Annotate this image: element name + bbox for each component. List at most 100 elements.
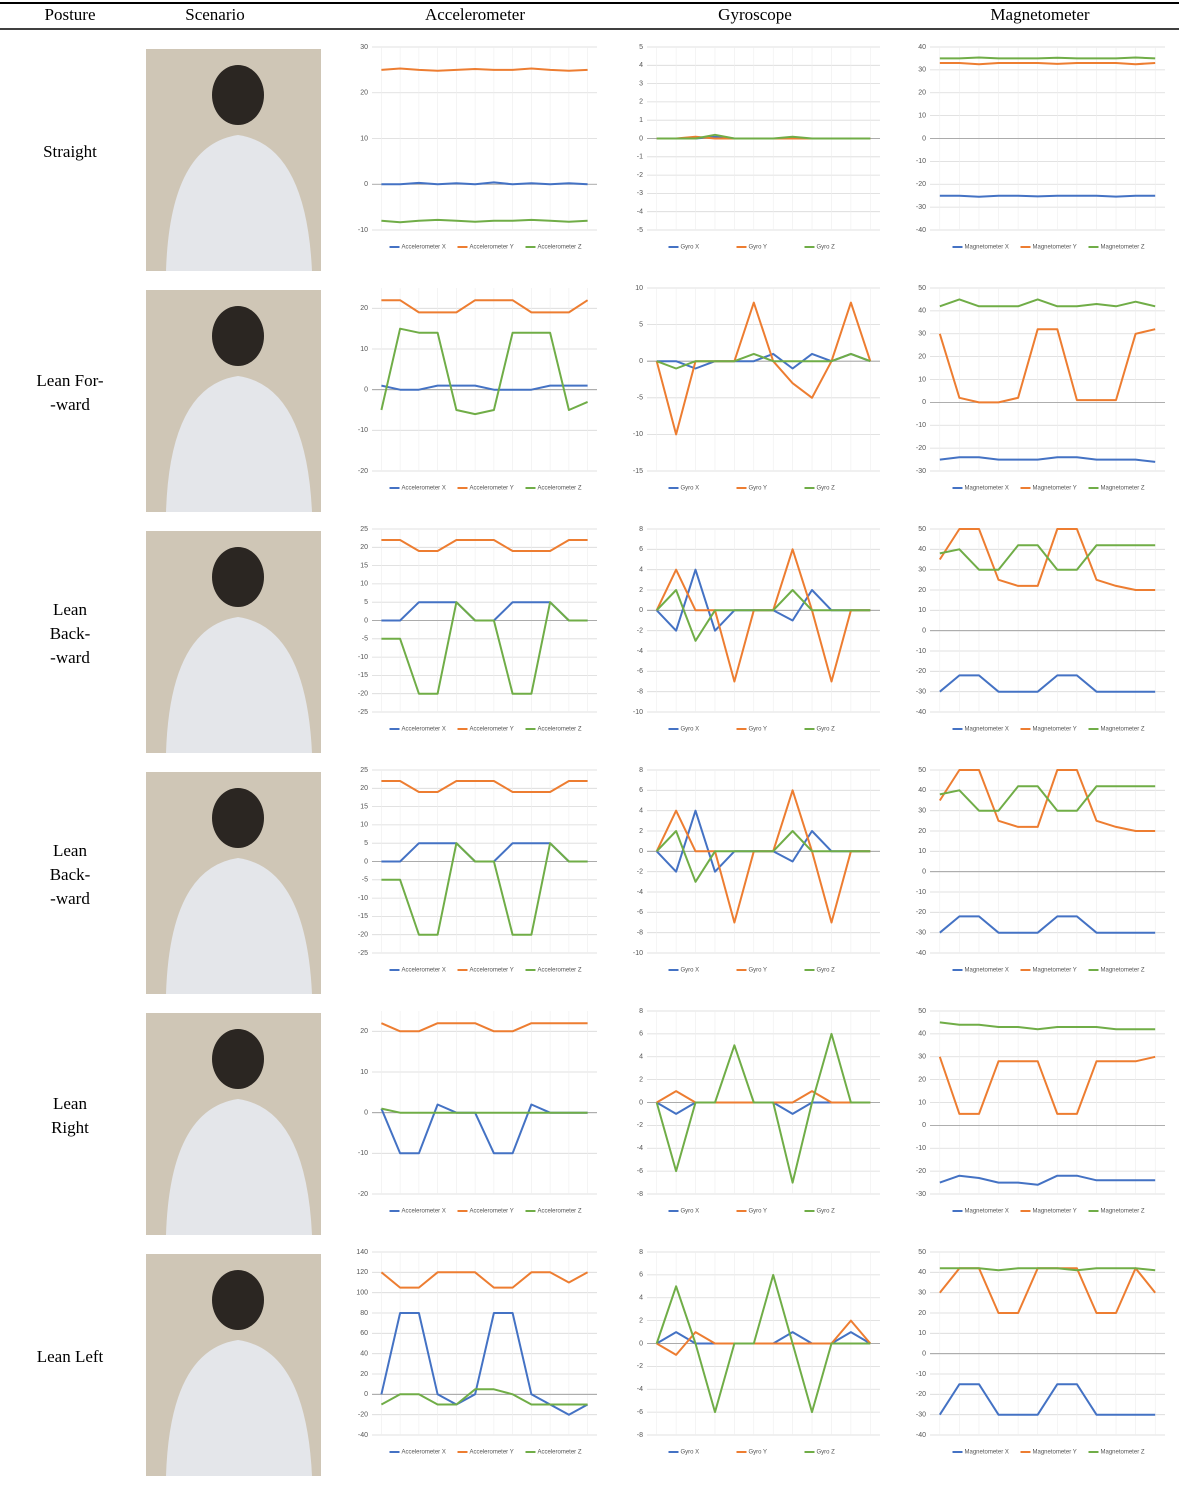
y-tick-label: 20 — [918, 353, 926, 360]
legend-label: Magnetometer Z — [1101, 245, 1145, 251]
y-tick-label: -2 — [637, 1363, 643, 1370]
y-tick-label: 10 — [918, 848, 926, 855]
legend-label: Accelerometer X — [402, 486, 446, 492]
data-line — [940, 457, 1155, 462]
legend-label: Accelerometer X — [402, 968, 446, 974]
y-tick-label: -20 — [916, 668, 926, 675]
data-line — [940, 1268, 1155, 1270]
data-line — [381, 1389, 587, 1404]
posture-label: Lean — [53, 841, 87, 860]
posture-label: Back- — [50, 865, 91, 884]
y-tick-label: 2 — [639, 828, 643, 835]
y-tick-label: 0 — [639, 358, 643, 365]
data-line — [657, 1332, 871, 1343]
y-tick-label: 0 — [639, 1340, 643, 1347]
y-tick-label: 20 — [360, 544, 368, 551]
data-line — [940, 770, 1155, 831]
y-tick-label: -30 — [916, 930, 926, 937]
y-tick-label: -5 — [637, 395, 643, 402]
y-tick-label: 6 — [639, 1272, 643, 1279]
data-line — [381, 602, 587, 694]
y-tick-label: 8 — [639, 1008, 643, 1015]
photo-head — [212, 1270, 264, 1330]
y-tick-label: 1 — [639, 117, 643, 124]
data-line — [940, 529, 1155, 590]
y-tick-label: 20 — [360, 305, 368, 312]
y-tick-label: 20 — [360, 90, 368, 97]
data-line — [940, 916, 1155, 932]
y-tick-label: 10 — [360, 135, 368, 142]
legend-label: Magnetometer Z — [1101, 1450, 1145, 1456]
y-tick-label: 40 — [918, 546, 926, 553]
y-tick-label: 0 — [364, 1110, 368, 1117]
legend-label: Accelerometer Y — [470, 1450, 514, 1456]
y-tick-label: 10 — [918, 112, 926, 119]
y-tick-label: -10 — [916, 889, 926, 896]
y-tick-label: 8 — [639, 767, 643, 774]
legend-label: Gyro Y — [749, 486, 768, 492]
y-tick-label: 100 — [356, 1290, 368, 1297]
y-tick-label: 4 — [639, 808, 643, 815]
legend-label: Magnetometer X — [965, 727, 1009, 733]
data-line — [381, 69, 587, 71]
data-line — [940, 675, 1155, 691]
data-line — [940, 329, 1155, 402]
y-tick-label: 2 — [639, 1076, 643, 1083]
legend-label: Accelerometer Z — [538, 1209, 582, 1215]
y-tick-label: 0 — [639, 607, 643, 614]
legend-label: Magnetometer X — [965, 1209, 1009, 1215]
y-tick-label: -20 — [358, 468, 368, 475]
y-tick-label: 5 — [639, 321, 643, 328]
y-tick-label: -10 — [358, 227, 368, 234]
y-tick-label: -10 — [916, 1145, 926, 1152]
y-tick-label: -8 — [637, 689, 643, 696]
y-tick-label: 10 — [360, 346, 368, 353]
y-tick-label: 0 — [639, 135, 643, 142]
data-line — [940, 63, 1155, 64]
y-tick-label: 40 — [918, 1269, 926, 1276]
y-tick-label: 20 — [918, 1310, 926, 1317]
column-header: Posture — [45, 5, 96, 24]
data-line — [381, 602, 587, 620]
legend-label: Accelerometer X — [402, 1209, 446, 1215]
y-tick-label: 50 — [918, 285, 926, 292]
y-tick-label: 30 — [918, 1290, 926, 1297]
y-tick-label: 25 — [360, 767, 368, 774]
y-tick-label: 120 — [356, 1269, 368, 1276]
posture-label: Lean For- — [36, 371, 104, 390]
legend-label: Magnetometer Z — [1101, 968, 1145, 974]
legend-label: Gyro X — [681, 727, 700, 733]
column-header: Scenario — [185, 5, 244, 24]
legend-label: Magnetometer X — [965, 486, 1009, 492]
legend-label: Accelerometer Z — [538, 968, 582, 974]
y-tick-label: 0 — [922, 1122, 926, 1129]
y-tick-label: 20 — [918, 90, 926, 97]
y-tick-label: 0 — [364, 858, 368, 865]
data-line — [657, 1091, 871, 1102]
y-tick-label: -30 — [916, 689, 926, 696]
posture-label: Lean — [53, 600, 87, 619]
posture-label: -ward — [50, 648, 90, 667]
data-line — [940, 299, 1155, 306]
y-tick-label: 0 — [922, 135, 926, 142]
photo-head — [212, 788, 264, 848]
y-tick-label: -20 — [916, 1168, 926, 1175]
y-tick-label: -3 — [637, 190, 643, 197]
y-tick-label: 20 — [918, 828, 926, 835]
y-tick-label: 60 — [360, 1330, 368, 1337]
y-tick-label: 2 — [639, 99, 643, 106]
legend-label: Accelerometer Z — [538, 1450, 582, 1456]
data-line — [657, 790, 871, 922]
data-line — [381, 1109, 587, 1113]
y-tick-label: -4 — [637, 648, 643, 655]
legend-label: Gyro Y — [749, 727, 768, 733]
data-line — [657, 1103, 871, 1114]
legend-label: Gyro Z — [817, 727, 836, 733]
y-tick-label: 0 — [364, 387, 368, 394]
posture-label: Right — [51, 1118, 89, 1137]
y-tick-label: 0 — [639, 1099, 643, 1106]
legend-label: Gyro Z — [817, 1209, 836, 1215]
y-tick-label: -20 — [358, 1412, 368, 1419]
legend-label: Gyro X — [681, 1209, 700, 1215]
y-tick-label: -40 — [916, 709, 926, 716]
